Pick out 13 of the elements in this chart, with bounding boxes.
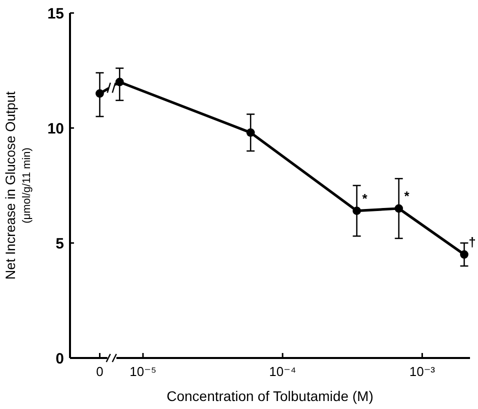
annotation: *	[404, 188, 410, 204]
x-tick-label: 10⁻⁴	[269, 364, 296, 379]
x-axis-title: Concentration of Tolbutamide (M)	[166, 388, 374, 404]
y-tick-label: 15	[47, 5, 64, 22]
x-tick-label: 10⁻⁵	[130, 364, 156, 379]
annotation: *	[362, 190, 368, 206]
y-axis-title: Net Increase in Glucose Output (μmol/g/11 min)	[3, 91, 33, 280]
x-tick-label: 10⁻³	[409, 364, 436, 379]
y-tick-label: 0	[56, 350, 64, 368]
x-tick-label: 0	[96, 364, 104, 379]
y-tick-label: 5	[56, 235, 64, 252]
y-tick-label: 10	[47, 120, 64, 138]
annotation: †	[468, 234, 476, 250]
